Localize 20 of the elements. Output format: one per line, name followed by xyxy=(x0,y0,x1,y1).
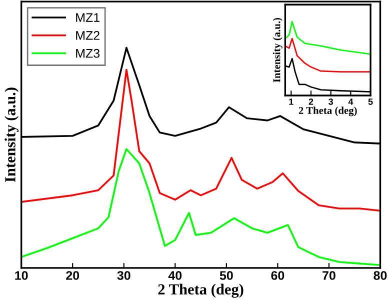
x-tick-label: 10 xyxy=(15,271,28,280)
legend-label: MZ1 xyxy=(76,13,100,22)
x-axis-title: 2 Theta (deg) xyxy=(298,106,357,116)
x-tick-label: 5 xyxy=(368,98,373,105)
x-axis-title: 2 Theta (deg) xyxy=(158,284,244,298)
x-tick-label: 40 xyxy=(168,271,182,280)
x-tick-label: 1 xyxy=(289,98,294,105)
x-tick-label: 3 xyxy=(328,98,334,105)
x-tick-label: 20 xyxy=(66,271,80,280)
x-tick-label: 80 xyxy=(374,271,387,280)
x-tick-label: 30 xyxy=(117,271,130,280)
x-tick-label: 70 xyxy=(322,271,336,280)
y-axis-title: Intensity (a.u.) xyxy=(272,18,282,82)
legend-label: MZ3 xyxy=(76,48,100,58)
x-tick-label: 50 xyxy=(220,271,233,280)
x-tick-label: 4 xyxy=(348,98,354,105)
legend-label: MZ2 xyxy=(76,31,100,40)
x-tick-label: 2 xyxy=(308,98,314,105)
y-axis-title: Intensity (a.u.) xyxy=(4,88,19,182)
x-tick-label: 60 xyxy=(271,271,284,280)
